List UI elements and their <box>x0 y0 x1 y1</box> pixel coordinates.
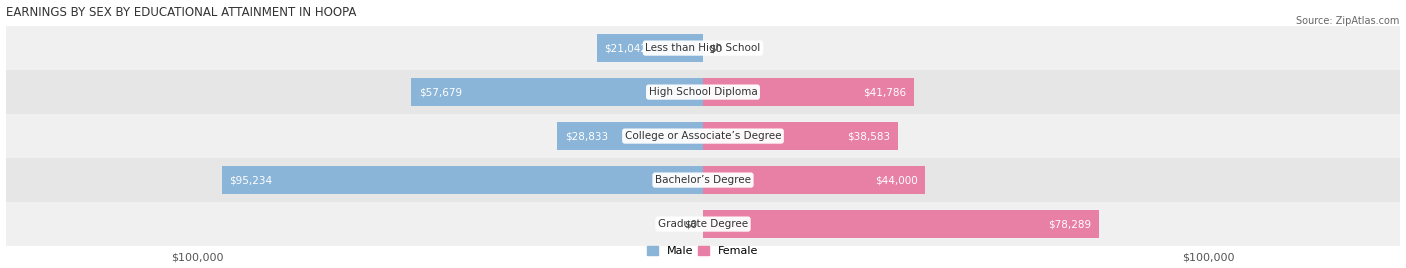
Text: $95,234: $95,234 <box>229 175 273 185</box>
Bar <box>412 79 703 106</box>
Text: Less than High School: Less than High School <box>645 43 761 53</box>
Bar <box>0 158 1406 202</box>
Text: High School Diploma: High School Diploma <box>648 87 758 97</box>
Text: $28,833: $28,833 <box>565 131 607 141</box>
Text: $21,042: $21,042 <box>605 43 647 53</box>
Text: $78,289: $78,289 <box>1047 219 1091 229</box>
Bar <box>703 210 1098 238</box>
Bar <box>0 202 1406 246</box>
Bar <box>0 70 1406 114</box>
Text: $38,583: $38,583 <box>848 131 890 141</box>
Text: EARNINGS BY SEX BY EDUCATIONAL ATTAINMENT IN HOOPA: EARNINGS BY SEX BY EDUCATIONAL ATTAINMEN… <box>6 6 356 18</box>
Text: $57,679: $57,679 <box>419 87 463 97</box>
Legend: Male, Female: Male, Female <box>643 241 763 261</box>
Text: Bachelor’s Degree: Bachelor’s Degree <box>655 175 751 185</box>
Text: $41,786: $41,786 <box>863 87 907 97</box>
Bar <box>703 166 925 194</box>
Bar <box>222 166 703 194</box>
Text: $44,000: $44,000 <box>875 175 918 185</box>
Text: $0: $0 <box>683 219 697 229</box>
Bar <box>0 26 1406 70</box>
Bar <box>596 35 703 62</box>
Text: Graduate Degree: Graduate Degree <box>658 219 748 229</box>
Bar <box>703 122 898 150</box>
Text: $0: $0 <box>709 43 723 53</box>
Bar <box>557 122 703 150</box>
Bar <box>703 79 914 106</box>
Text: Source: ZipAtlas.com: Source: ZipAtlas.com <box>1295 16 1399 26</box>
Text: College or Associate’s Degree: College or Associate’s Degree <box>624 131 782 141</box>
Bar <box>0 114 1406 158</box>
